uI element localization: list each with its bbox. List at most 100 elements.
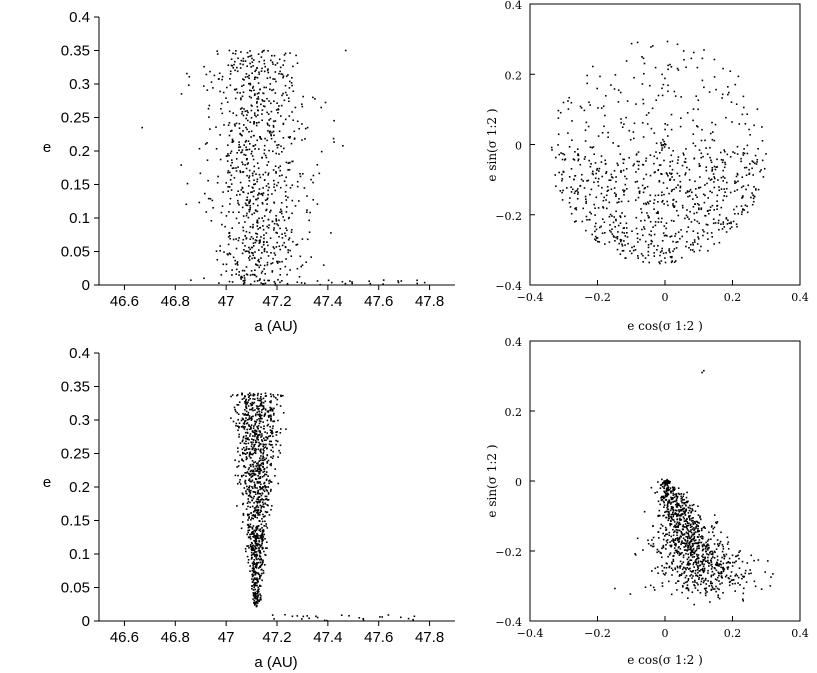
data-point bbox=[358, 617, 361, 619]
data-point bbox=[281, 73, 284, 76]
data-point bbox=[554, 174, 556, 176]
data-point bbox=[695, 531, 697, 533]
data-point bbox=[687, 589, 690, 592]
data-point bbox=[677, 580, 680, 582]
data-point bbox=[693, 537, 695, 540]
data-point bbox=[686, 550, 688, 552]
data-point bbox=[710, 538, 712, 540]
data-point bbox=[242, 514, 245, 516]
data-point bbox=[281, 151, 283, 153]
data-point bbox=[271, 262, 274, 264]
data-point bbox=[287, 169, 289, 171]
data-point bbox=[275, 218, 277, 220]
data-point bbox=[694, 560, 696, 563]
data-point bbox=[714, 578, 717, 580]
data-point bbox=[652, 586, 655, 589]
data-point bbox=[667, 511, 670, 513]
data-point bbox=[264, 412, 267, 415]
data-point bbox=[688, 190, 691, 193]
data-point bbox=[730, 101, 733, 103]
data-point bbox=[308, 617, 310, 620]
data-point bbox=[205, 211, 208, 213]
data-point bbox=[697, 186, 700, 189]
x-tick-label: 46.6 bbox=[110, 293, 139, 310]
data-point bbox=[729, 191, 732, 194]
data-point bbox=[670, 506, 673, 508]
data-point bbox=[550, 146, 553, 149]
data-point bbox=[595, 196, 598, 199]
data-point bbox=[234, 97, 237, 100]
data-point bbox=[742, 600, 744, 602]
data-point bbox=[686, 191, 689, 193]
data-point bbox=[254, 420, 256, 423]
data-point bbox=[256, 462, 258, 465]
data-point bbox=[611, 176, 614, 179]
data-point bbox=[620, 121, 622, 124]
data-point bbox=[278, 58, 281, 61]
data-point bbox=[607, 189, 610, 192]
data-point bbox=[691, 504, 694, 507]
data-point bbox=[626, 100, 629, 102]
data-point bbox=[690, 573, 693, 576]
data-point bbox=[724, 555, 726, 558]
data-point bbox=[637, 168, 640, 170]
data-point bbox=[682, 554, 685, 557]
data-point bbox=[568, 96, 570, 99]
data-point bbox=[316, 203, 319, 205]
data-point bbox=[247, 468, 250, 471]
data-point bbox=[682, 585, 684, 587]
data-point bbox=[653, 155, 656, 158]
data-point bbox=[584, 156, 586, 158]
data-point bbox=[586, 219, 588, 221]
data-point bbox=[661, 582, 664, 584]
data-point bbox=[752, 161, 755, 163]
data-point bbox=[254, 487, 256, 489]
data-point bbox=[302, 173, 304, 175]
data-point bbox=[667, 489, 670, 492]
x-tick-label: 47.6 bbox=[364, 629, 393, 646]
data-point bbox=[570, 101, 573, 104]
data-point bbox=[285, 176, 287, 179]
data-point bbox=[260, 569, 263, 571]
data-point bbox=[741, 211, 743, 213]
data-point bbox=[721, 228, 724, 230]
data-point bbox=[687, 512, 690, 514]
data-point bbox=[260, 574, 262, 577]
data-point bbox=[692, 521, 694, 524]
data-point bbox=[697, 528, 699, 530]
data-point bbox=[751, 203, 754, 206]
data-point bbox=[245, 139, 247, 142]
data-point bbox=[671, 574, 673, 576]
data-point bbox=[673, 90, 676, 93]
data-point bbox=[241, 269, 244, 272]
data-point bbox=[673, 206, 676, 208]
data-point bbox=[717, 594, 719, 596]
data-point bbox=[255, 553, 258, 556]
data-point bbox=[257, 543, 260, 546]
data-point bbox=[673, 486, 676, 489]
data-point bbox=[594, 177, 597, 179]
data-point bbox=[666, 506, 668, 509]
data-point bbox=[647, 214, 649, 217]
data-point bbox=[680, 500, 683, 502]
data-point bbox=[682, 524, 685, 526]
data-point bbox=[248, 257, 250, 259]
data-point bbox=[273, 407, 275, 410]
data-point bbox=[333, 119, 335, 122]
data-point bbox=[700, 156, 702, 159]
data-point bbox=[257, 491, 259, 494]
data-point bbox=[273, 100, 275, 102]
data-point bbox=[662, 546, 665, 549]
data-point bbox=[636, 160, 639, 163]
data-point bbox=[234, 69, 236, 72]
data-point bbox=[257, 506, 260, 509]
data-point bbox=[278, 105, 280, 107]
data-point bbox=[667, 90, 669, 93]
data-point bbox=[571, 139, 573, 141]
data-point bbox=[693, 536, 696, 538]
data-point bbox=[664, 261, 667, 264]
data-point bbox=[667, 505, 669, 508]
data-point bbox=[678, 514, 680, 517]
data-point bbox=[687, 578, 690, 580]
data-point bbox=[248, 438, 250, 441]
